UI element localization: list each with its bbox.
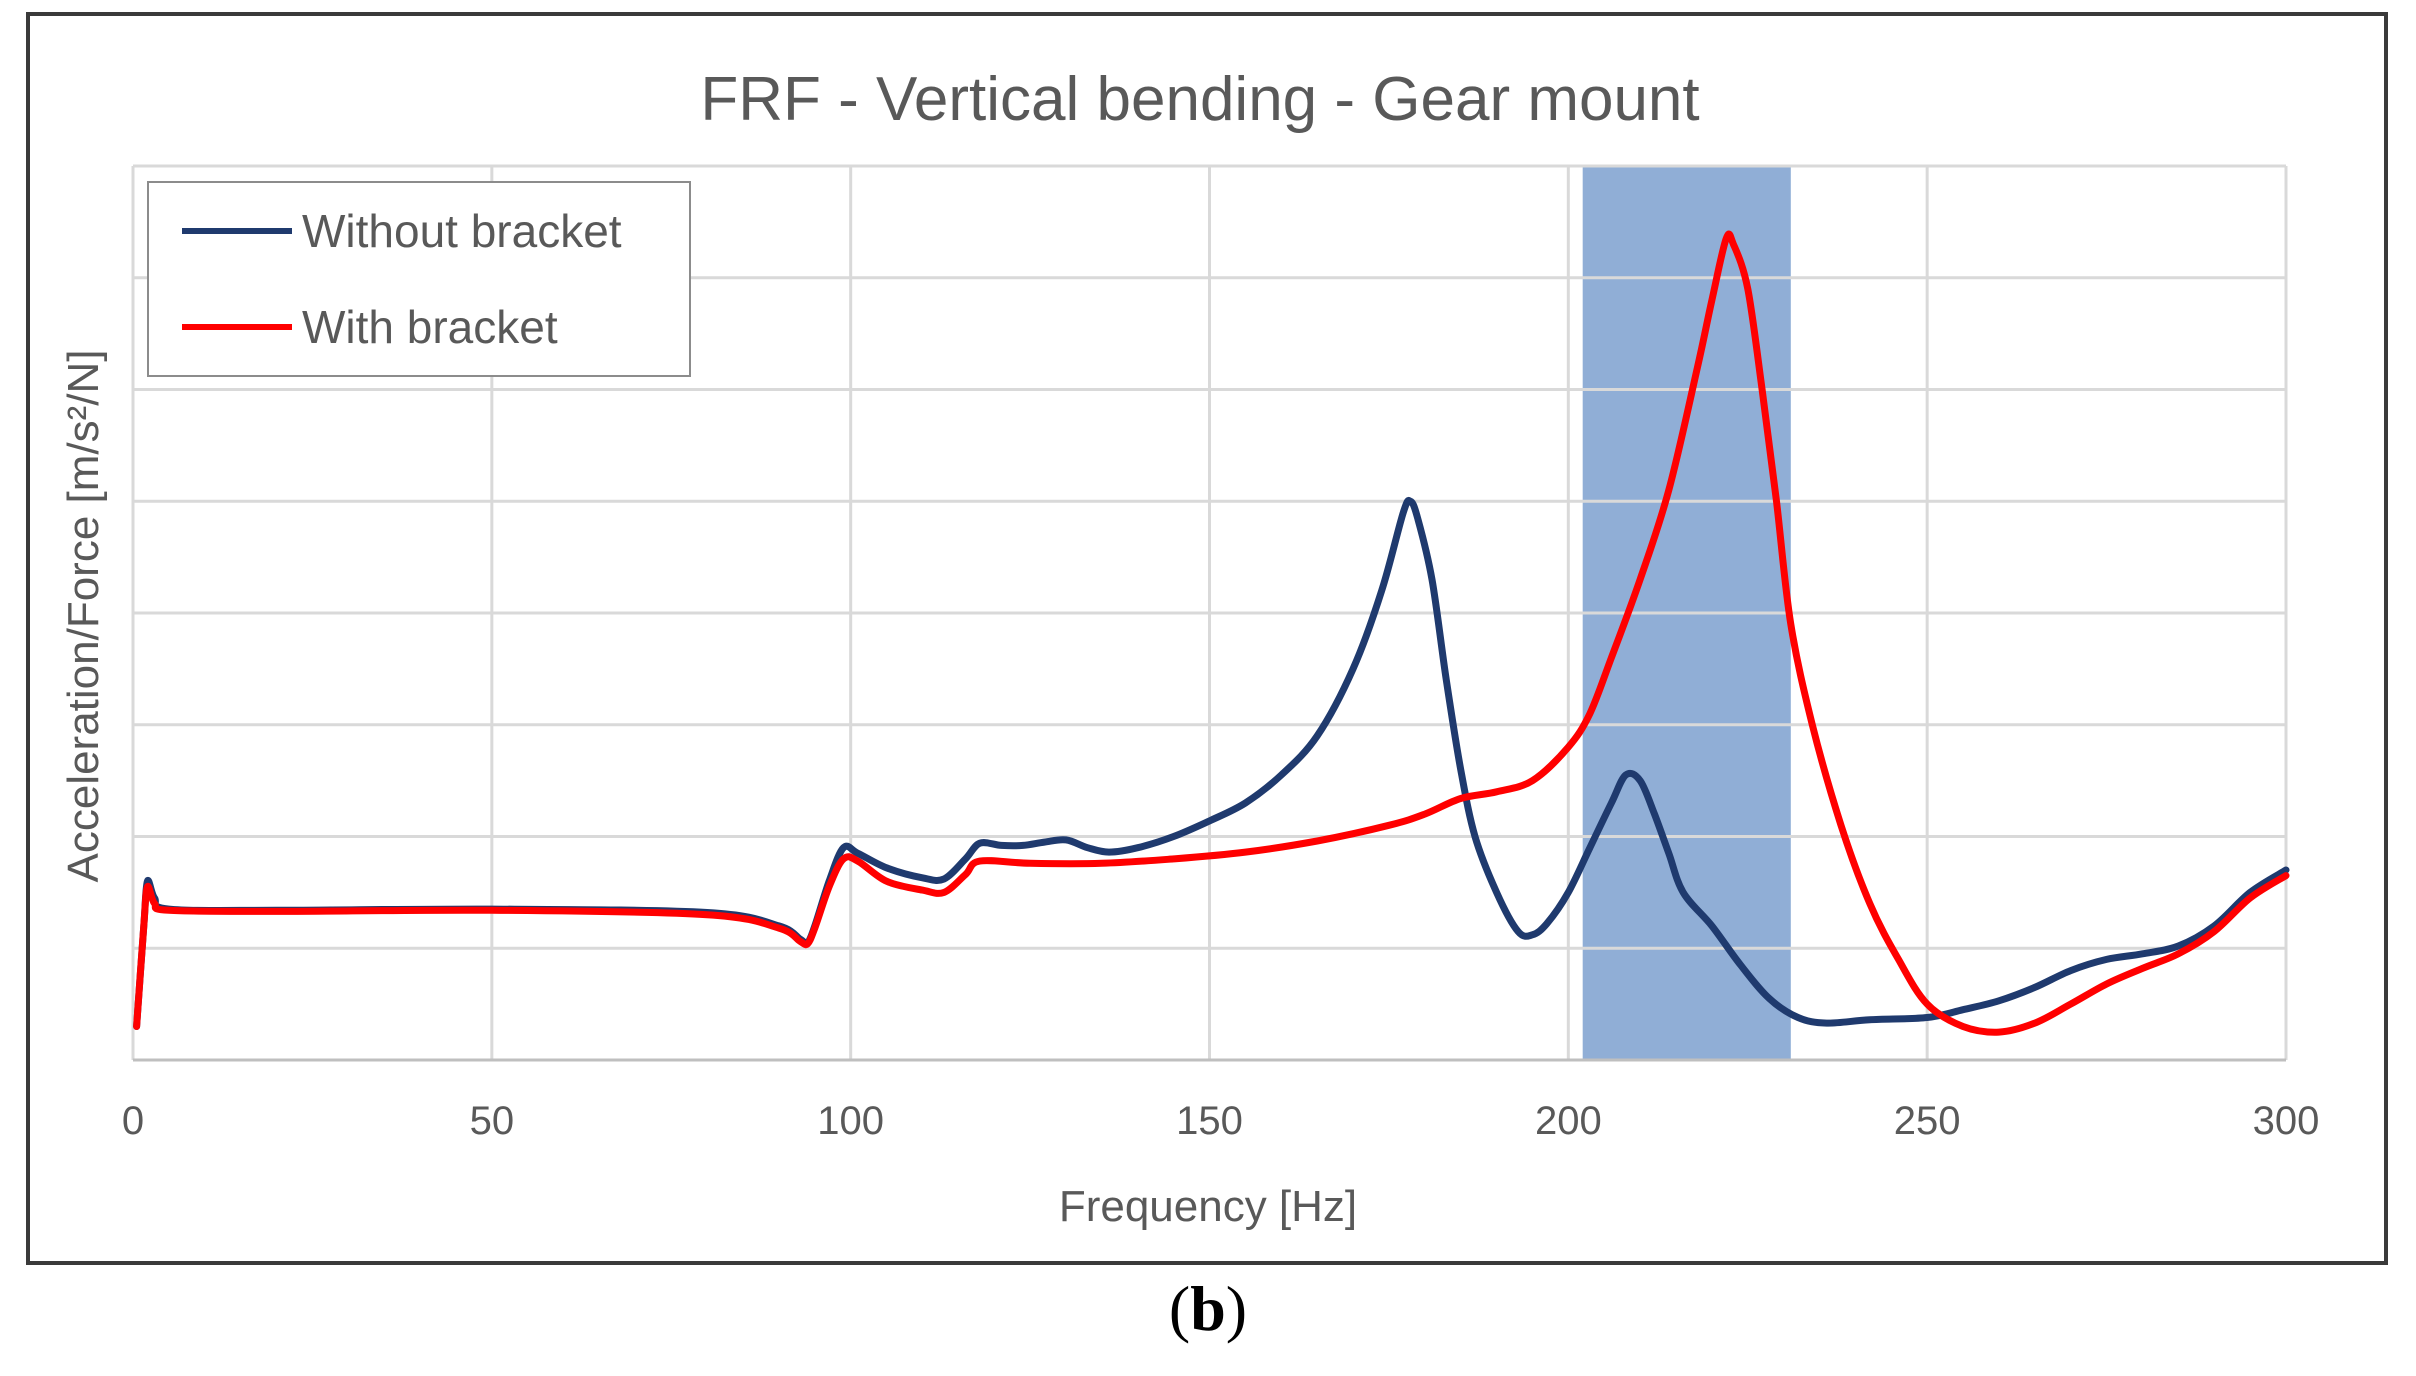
legend-label-without-bracket: Without bracket xyxy=(302,205,622,257)
y-axis-title: Acceleration/Force [m/s²/N] xyxy=(59,349,108,882)
x-tick-label: 50 xyxy=(470,1099,515,1143)
x-tick-label: 0 xyxy=(122,1099,144,1143)
panel-label-close: ) xyxy=(1225,1273,1248,1344)
legend-label-with-bracket: With bracket xyxy=(302,301,558,353)
panel-label-open: ( xyxy=(1168,1273,1191,1344)
line-layer xyxy=(133,230,2290,1036)
chart-title: FRF - Vertical bending - Gear mount xyxy=(700,65,1699,134)
legend-box xyxy=(147,181,691,377)
grid-layer xyxy=(131,164,2288,1062)
x-tick-label: 150 xyxy=(1176,1099,1243,1143)
series-line-with-bracket xyxy=(133,230,2290,1036)
x-tick-label: 200 xyxy=(1535,1099,1602,1143)
panel-label: (b) xyxy=(0,1272,2416,1346)
x-tick-label: 300 xyxy=(2253,1099,2320,1143)
x-tick-label: 100 xyxy=(817,1099,884,1143)
chart-svg: FRF - Vertical bending - Gear mount 0 50 1… xyxy=(59,65,2320,1231)
x-axis-title: Frequency [Hz] xyxy=(1059,1182,1357,1231)
panel-label-letter: b xyxy=(1190,1273,1226,1344)
x-tick-label: 250 xyxy=(1894,1099,1961,1143)
chart-frame: FRF - Vertical bending - Gear mount 0 50 1… xyxy=(26,12,2388,1265)
tick-layer: 0 50 100 150 200 250 300 xyxy=(122,1099,2320,1143)
legend: Without bracket With bracket xyxy=(147,181,691,377)
